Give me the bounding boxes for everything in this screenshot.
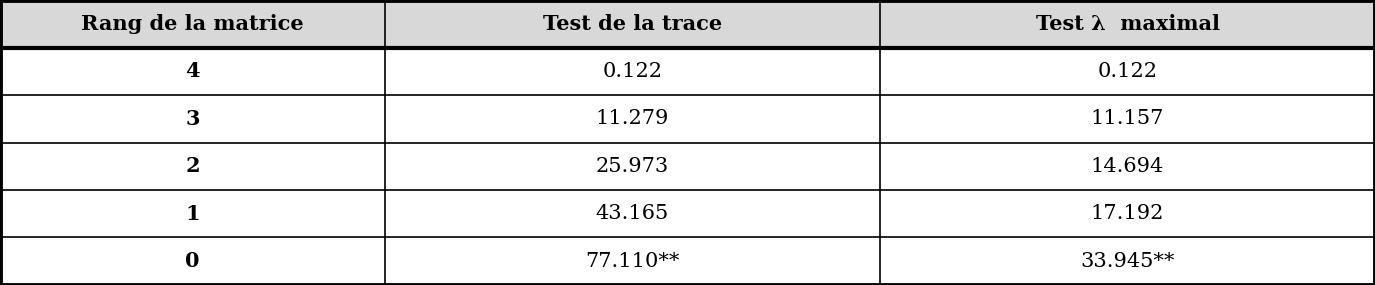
Bar	[385, 48, 880, 95]
Bar	[385, 95, 880, 142]
Text: 0.122: 0.122	[602, 62, 663, 81]
Bar	[385, 237, 880, 285]
Bar	[880, 237, 1375, 285]
Text: 2: 2	[186, 156, 199, 176]
Bar	[0, 190, 385, 237]
Text: 0.122: 0.122	[1097, 62, 1158, 81]
Text: 1: 1	[186, 204, 199, 224]
Bar	[0, 95, 385, 142]
Bar	[0, 237, 385, 285]
Text: 4: 4	[186, 61, 199, 81]
Bar	[880, 48, 1375, 95]
Text: 11.157: 11.157	[1090, 109, 1165, 128]
Text: 3: 3	[186, 109, 199, 129]
Bar	[880, 142, 1375, 190]
Bar	[880, 0, 1375, 48]
Bar	[880, 95, 1375, 142]
Text: 11.279: 11.279	[595, 109, 670, 128]
Text: 0: 0	[186, 251, 199, 271]
Bar	[385, 0, 880, 48]
Text: 43.165: 43.165	[595, 204, 670, 223]
Text: 25.973: 25.973	[595, 157, 670, 176]
Text: 17.192: 17.192	[1090, 204, 1165, 223]
Bar	[385, 142, 880, 190]
Text: 77.110**: 77.110**	[586, 252, 679, 271]
Text: 14.694: 14.694	[1090, 157, 1165, 176]
Text: Rang de la matrice: Rang de la matrice	[81, 14, 304, 34]
Bar	[0, 142, 385, 190]
Text: Test de la trace: Test de la trace	[543, 14, 722, 34]
Bar	[0, 0, 385, 48]
Bar	[385, 190, 880, 237]
Text: Test λ  maximal: Test λ maximal	[1035, 14, 1220, 34]
Bar	[880, 190, 1375, 237]
Text: 33.945**: 33.945**	[1081, 252, 1174, 271]
Bar	[0, 48, 385, 95]
